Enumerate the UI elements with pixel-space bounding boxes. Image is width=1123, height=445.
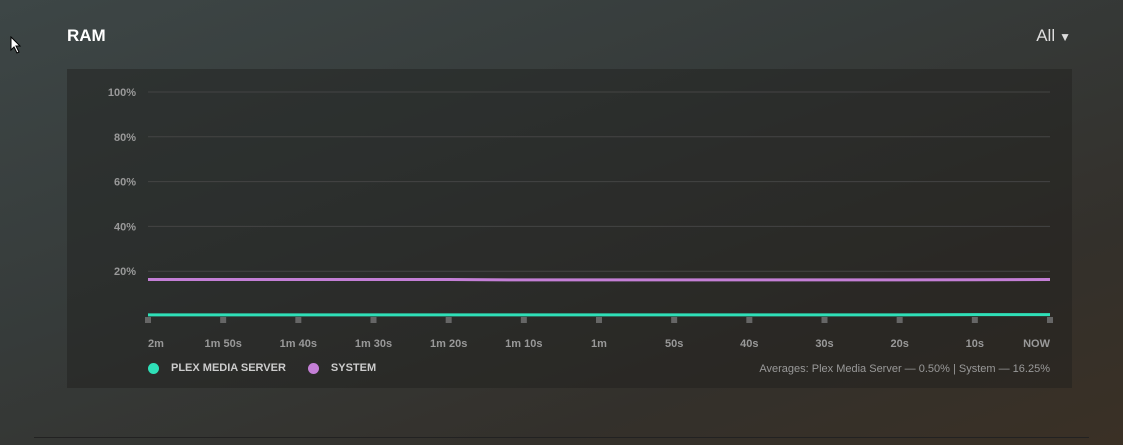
x-tick-mark — [746, 317, 753, 323]
chart-panel — [67, 69, 1072, 388]
chart-title: RAM — [67, 26, 106, 45]
x-tick-label: 30s — [815, 338, 833, 350]
legend-label-system: SYSTEM — [330, 362, 377, 374]
x-tick-mark — [971, 317, 978, 323]
x-tick-mark — [671, 317, 678, 323]
x-tick-mark — [821, 317, 828, 323]
x-tick-mark — [295, 317, 302, 323]
legend: PLEX MEDIA SERVER SYSTEM — [148, 362, 398, 374]
legend-label-plex: PLEX MEDIA SERVER — [171, 362, 286, 374]
divider — [34, 437, 1089, 438]
x-tick-label: 40s — [740, 338, 758, 350]
x-tick-label: 2m — [148, 338, 164, 350]
averages-text: Averages: Plex Media Server — 0.50% | Sy… — [759, 363, 1050, 375]
x-tick-mark — [1047, 317, 1053, 323]
x-tick-mark — [596, 317, 602, 323]
x-tick-mark — [370, 317, 377, 323]
caret-down-icon: ▼ — [1059, 30, 1071, 44]
y-tick-label: 80% — [114, 132, 136, 144]
mouse-cursor-icon — [10, 36, 22, 54]
x-tick-label: 1m 50s — [205, 338, 242, 350]
x-tick-label: 10s — [966, 338, 984, 350]
x-tick-mark — [145, 317, 151, 323]
x-tick-label: 1m — [591, 338, 607, 350]
y-tick-label: 60% — [114, 177, 136, 189]
x-tick-label: 1m 30s — [355, 338, 392, 350]
y-tick-label: 20% — [114, 266, 136, 278]
x-tick-mark — [220, 317, 227, 323]
x-tick-mark — [520, 317, 527, 323]
legend-dot-system — [307, 362, 319, 374]
legend-dot-plex — [148, 362, 159, 374]
x-tick-label: 1m 10s — [505, 338, 542, 350]
range-label: All — [1036, 26, 1056, 45]
x-tick-label: 1m 20s — [430, 338, 467, 350]
x-tick-label: NOW — [1023, 338, 1051, 350]
x-tick-label: 1m 40s — [280, 338, 317, 350]
x-tick-label: 20s — [890, 338, 908, 350]
x-tick-label: 50s — [665, 338, 683, 350]
x-tick-mark — [445, 317, 452, 323]
y-tick-label: 100% — [108, 87, 136, 99]
range-dropdown[interactable]: All ▼ — [1036, 26, 1071, 46]
y-tick-label: 40% — [114, 221, 136, 233]
x-tick-mark — [896, 317, 903, 323]
